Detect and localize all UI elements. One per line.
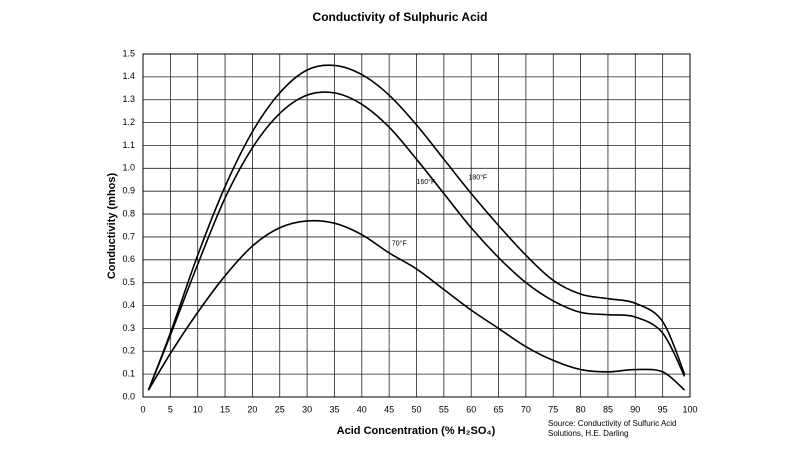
x-tick-label: 25 bbox=[275, 404, 285, 414]
y-tick-label: 0.0 bbox=[122, 391, 135, 401]
y-tick-label: 0.7 bbox=[122, 231, 135, 241]
x-tick-label: 90 bbox=[630, 404, 640, 414]
x-tick-label: 45 bbox=[384, 404, 394, 414]
x-tick-label: 55 bbox=[439, 404, 449, 414]
x-tick-label: 15 bbox=[220, 404, 230, 414]
x-tick-label: 100 bbox=[682, 404, 697, 414]
plot-frame bbox=[142, 53, 691, 398]
x-axis-label: Acid Concentration (% H₂SO₄) bbox=[337, 425, 496, 437]
x-tick-label: 80 bbox=[576, 404, 586, 414]
source-note: Solutions, H.E. Darling bbox=[548, 429, 628, 438]
curve-label: 70°F bbox=[392, 240, 407, 248]
curve-label: 160°F bbox=[417, 178, 436, 186]
x-tick-label: 70 bbox=[521, 404, 531, 414]
x-tick-label: 0 bbox=[140, 404, 145, 414]
curve-label: 180°F bbox=[468, 173, 487, 181]
x-tick-label: 35 bbox=[329, 404, 339, 414]
source-note: Source: Conductivity of Sulfuric Acid bbox=[548, 419, 677, 428]
x-tick-label: 85 bbox=[603, 404, 613, 414]
x-tick-label: 5 bbox=[168, 404, 173, 414]
y-tick-label: 1.2 bbox=[122, 117, 135, 127]
x-tick-label: 40 bbox=[357, 404, 367, 414]
chart-title: Conductivity of Sulphuric Acid bbox=[313, 10, 488, 24]
data-line bbox=[147, 64, 686, 391]
y-tick-label: 0.1 bbox=[122, 369, 135, 379]
y-tick-label: 1.5 bbox=[122, 48, 135, 58]
y-tick-label: 1.0 bbox=[122, 163, 135, 173]
y-tick-label: 1.1 bbox=[122, 140, 135, 150]
x-tick-label: 65 bbox=[494, 404, 504, 414]
x-tick-label: 20 bbox=[247, 404, 257, 414]
data-line bbox=[147, 219, 686, 391]
x-tick-label: 75 bbox=[548, 404, 558, 414]
y-tick-label: 0.4 bbox=[122, 300, 135, 310]
y-axis-label: Conductivity (mhos) bbox=[106, 173, 118, 280]
y-tick-label: 0.5 bbox=[122, 277, 135, 287]
y-tick-label: 1.4 bbox=[122, 71, 135, 81]
data-line bbox=[147, 91, 686, 391]
x-tick-label: 10 bbox=[193, 404, 203, 414]
y-tick-label: 0.3 bbox=[122, 323, 135, 333]
y-tick-label: 0.8 bbox=[122, 208, 135, 218]
x-tick-label: 60 bbox=[466, 404, 476, 414]
x-tick-label: 30 bbox=[302, 404, 312, 414]
x-tick-label: 95 bbox=[658, 404, 668, 414]
y-tick-label: 0.6 bbox=[122, 254, 135, 264]
x-tick-label: 50 bbox=[411, 404, 421, 414]
y-tick-label: 0.9 bbox=[122, 186, 135, 196]
y-tick-label: 1.3 bbox=[122, 94, 135, 104]
y-tick-label: 0.2 bbox=[122, 346, 135, 356]
